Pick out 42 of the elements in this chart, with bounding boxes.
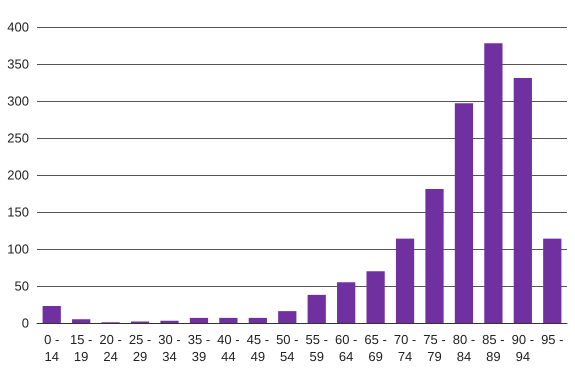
bar (425, 189, 444, 323)
x-tick-label: 25 - 29 (128, 332, 152, 364)
y-tick-label: 50 (14, 278, 29, 294)
y-tick-label: 400 (7, 20, 29, 34)
x-tick-label: 55 - 59 (306, 332, 328, 364)
bar (248, 318, 267, 323)
bar (190, 318, 208, 323)
bar (72, 319, 90, 323)
bar (396, 238, 414, 323)
bar (42, 306, 61, 323)
bar (543, 238, 562, 323)
bar (278, 311, 296, 323)
bar (337, 282, 356, 323)
bar (454, 103, 474, 323)
bar (219, 318, 238, 323)
x-tick-label: 0 - 14 (44, 332, 60, 364)
y-tick-label: 350 (7, 56, 29, 72)
x-tick-label: 20 - 24 (99, 332, 122, 364)
x-tick-label: 85 - 89 (482, 332, 505, 364)
x-tick-label: 80 - 84 (452, 332, 476, 364)
bar (514, 78, 532, 323)
bar (366, 271, 385, 323)
x-tick-label: 35 - 39 (188, 332, 210, 364)
x-tick-label: 45 - 49 (246, 332, 270, 364)
x-tick-label: 75 - 79 (423, 332, 446, 364)
x-tick-label: 70 - 74 (394, 332, 416, 364)
y-tick-label: 100 (7, 242, 29, 256)
bar (308, 294, 326, 323)
x-tick-label: 90 - 94 (512, 332, 534, 364)
bar (484, 43, 503, 323)
x-tick-label: 15 - 19 (70, 332, 92, 364)
x-tick-label: 50 - 54 (276, 332, 298, 364)
x-tick-label: 40 - 44 (217, 332, 240, 364)
y-tick-label: 200 (7, 168, 29, 182)
y-tick-label: 300 (7, 94, 29, 108)
x-tick-label: 30 - 34 (158, 332, 181, 364)
x-tick-label: 60 - 64 (334, 332, 358, 364)
x-tick-label: 65 - 69 (364, 332, 387, 364)
y-tick-label: 150 (7, 204, 29, 220)
y-tick-label: 0 (22, 316, 29, 330)
x-tick-label: 95 - (541, 332, 564, 347)
y-tick-label: 250 (7, 130, 29, 146)
